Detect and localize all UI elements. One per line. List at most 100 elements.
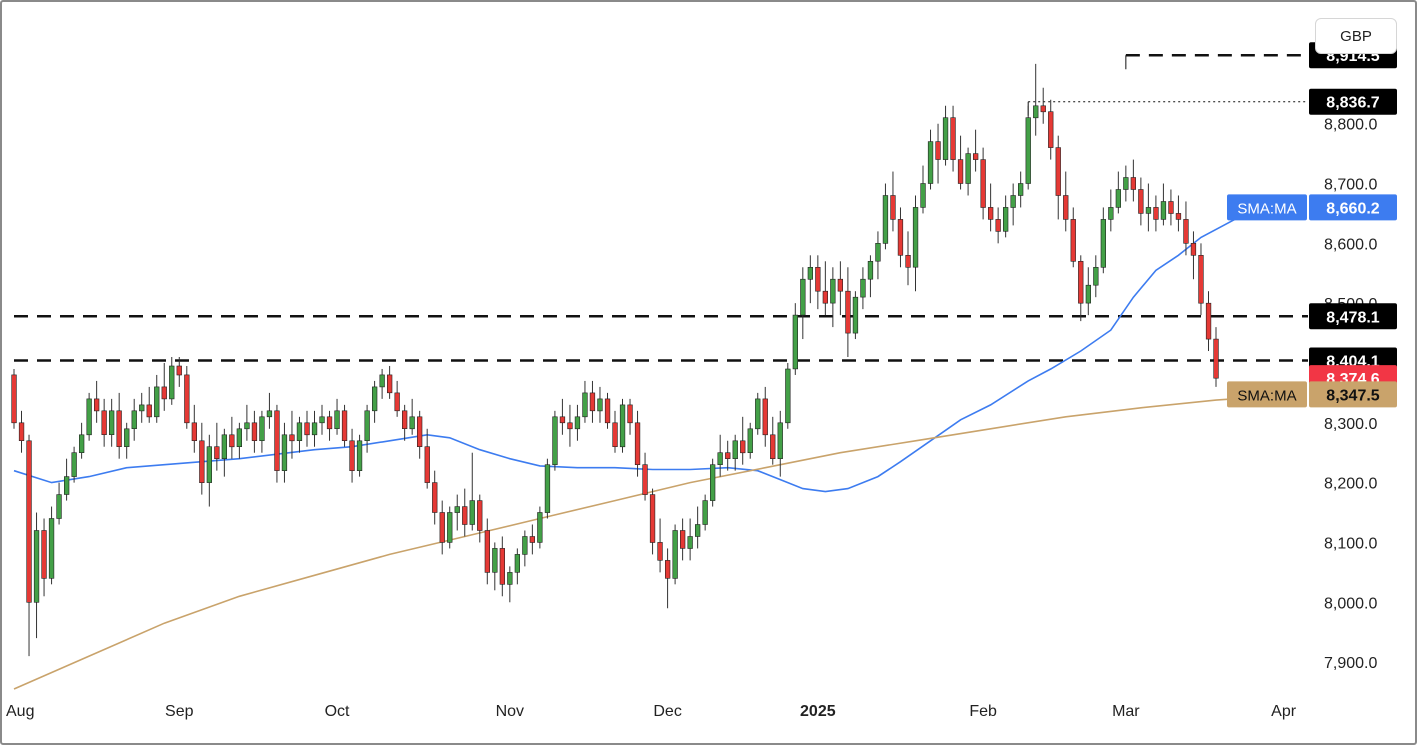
candle-84 (642, 452, 648, 501)
candle-body-159 (1205, 302, 1212, 340)
candle-128 (972, 129, 979, 172)
candle-17 (139, 392, 145, 423)
candle-body-115 (875, 243, 881, 262)
candle-body-47 (364, 410, 370, 441)
candle-148 (1123, 165, 1129, 202)
candle-body-74 (567, 422, 573, 430)
candle-98 (747, 422, 753, 459)
y-tick-label: 8,300.0 (1324, 416, 1377, 433)
candle-body-40 (311, 422, 318, 436)
candle-body-55 (424, 446, 430, 483)
candle-61 (469, 452, 475, 531)
candle-137 (1040, 87, 1046, 124)
candle-body-57 (439, 512, 445, 543)
candle-body-6 (56, 494, 62, 519)
candle-body-51 (394, 392, 400, 412)
candle-4 (41, 518, 47, 597)
candle-body-141 (1070, 219, 1076, 262)
candle-113 (860, 267, 866, 310)
candle-body-4 (41, 530, 47, 579)
candle-36 (281, 422, 288, 483)
candle-51 (394, 380, 400, 417)
candle-143 (1085, 267, 1091, 316)
candle-body-46 (356, 440, 363, 471)
candle-79 (604, 392, 611, 429)
candle-94 (717, 434, 723, 477)
candle-body-44 (341, 410, 348, 441)
candle-body-39 (304, 422, 310, 436)
candle-60 (462, 488, 468, 537)
candle-body-78 (597, 398, 603, 412)
candle-5 (48, 506, 55, 585)
candle-body-117 (890, 195, 896, 220)
candle-1 (18, 410, 25, 453)
candle-15 (124, 422, 130, 459)
ma-name-tag-text-0: SMA:MA (1237, 200, 1296, 217)
candle-body-22 (176, 365, 182, 376)
candle-11 (94, 380, 100, 423)
candle-57 (439, 500, 445, 555)
y-tick-label: 7,900.0 (1324, 655, 1377, 672)
candle-43 (334, 398, 340, 435)
candle-80 (612, 410, 618, 453)
candle-body-140 (1063, 195, 1069, 220)
candle-body-43 (334, 410, 340, 429)
candle-body-112 (852, 296, 859, 334)
candle-108 (822, 261, 828, 316)
candle-body-2 (26, 440, 32, 603)
candle-body-61 (469, 500, 475, 525)
candle-body-75 (574, 416, 581, 430)
candle-body-79 (604, 398, 611, 424)
candle-body-154 (1168, 201, 1174, 214)
candle-body-27 (214, 446, 220, 460)
candle-body-66 (507, 572, 513, 585)
y-axis: 8,800.08,700.08,600.08,500.08,300.08,200… (1324, 117, 1377, 672)
candle-8 (71, 446, 77, 483)
candle-47 (364, 404, 370, 453)
candle-body-134 (1017, 183, 1024, 196)
candle-96 (732, 434, 738, 471)
candle-body-93 (709, 464, 716, 501)
candle-body-144 (1093, 266, 1099, 286)
candle-body-23 (184, 374, 190, 424)
candle-body-101 (770, 434, 776, 459)
candle-126 (957, 135, 964, 190)
candle-32 (251, 410, 258, 453)
candle-70 (537, 506, 543, 549)
currency-selector[interactable]: GBP (1315, 18, 1397, 54)
candle-30 (236, 422, 242, 459)
candle-body-157 (1190, 243, 1197, 256)
candle-body-85 (649, 494, 656, 543)
candle-body-104 (792, 314, 798, 370)
candle-28 (221, 428, 227, 477)
candle-42 (326, 410, 333, 441)
candle-body-142 (1078, 260, 1084, 304)
candle-body-65 (499, 548, 505, 585)
x-tick-label: Sep (165, 703, 194, 720)
candle-body-129 (980, 159, 986, 208)
ma-price-tag-0: 8,660.2 (1309, 194, 1397, 221)
candle-7 (63, 458, 70, 501)
candle-body-52 (401, 410, 408, 429)
candle-body-137 (1040, 105, 1046, 113)
candle-body-98 (747, 428, 753, 453)
level-price-tag-1-text: 8,836.7 (1326, 95, 1379, 112)
candle-107 (815, 255, 821, 310)
y-tick-label: 8,700.0 (1324, 177, 1377, 194)
candle-16 (131, 398, 137, 441)
candle-86 (657, 518, 663, 573)
candle-145 (1100, 207, 1106, 274)
candle-122 (927, 129, 934, 190)
candle-150 (1138, 177, 1144, 226)
candle-25 (199, 422, 205, 495)
candle-135 (1025, 105, 1031, 190)
candle-72 (552, 410, 558, 471)
candle-29 (229, 416, 235, 459)
candle-body-122 (927, 141, 934, 184)
candle-152 (1153, 195, 1159, 232)
candle-141 (1070, 207, 1076, 268)
candle-body-34 (266, 410, 273, 418)
candle-0 (11, 368, 17, 429)
